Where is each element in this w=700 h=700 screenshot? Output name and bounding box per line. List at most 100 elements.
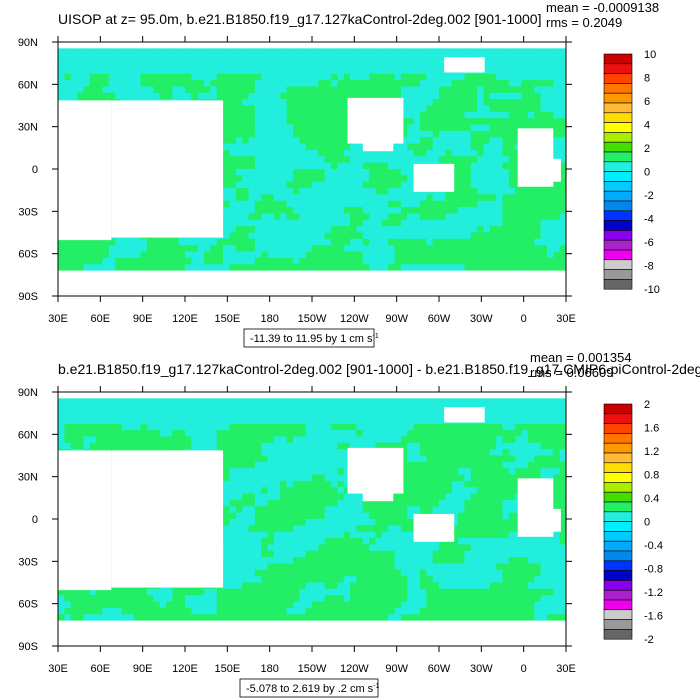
field-cell	[223, 213, 230, 221]
field-cell	[121, 257, 129, 265]
field-cell	[261, 499, 268, 507]
field-cell	[248, 423, 256, 431]
field-cell	[356, 531, 364, 539]
field-cell	[451, 531, 459, 539]
field-cell	[426, 436, 434, 444]
field-cell	[305, 442, 313, 450]
field-cell	[521, 417, 529, 425]
field-cell	[470, 257, 478, 265]
field-cell	[445, 86, 453, 94]
field-cell	[248, 162, 256, 170]
field-cell	[178, 245, 186, 252]
field-cell	[331, 487, 338, 494]
field-cell	[432, 194, 440, 202]
panel-1-range-box: -11.39 to 11.95 by 1 cm s-1	[243, 328, 379, 348]
field-cell	[407, 99, 414, 106]
field-cell	[489, 124, 497, 132]
field-cell	[527, 213, 535, 221]
field-cell	[235, 86, 243, 94]
field-cell	[273, 499, 281, 507]
field-cell	[331, 92, 338, 100]
field-cell	[299, 54, 307, 62]
field-cell	[248, 105, 256, 113]
field-cell	[407, 200, 414, 208]
field-cell	[96, 442, 103, 450]
field-cell	[419, 474, 427, 482]
field-cell	[254, 188, 262, 195]
field-cell	[470, 207, 478, 214]
field-cell	[267, 442, 275, 450]
field-cell	[235, 200, 243, 208]
field-cell	[229, 404, 237, 412]
field-cell	[426, 54, 434, 62]
field-cell	[515, 232, 522, 240]
field-cell	[489, 480, 497, 488]
field-cell	[153, 92, 160, 100]
field-cell	[400, 468, 408, 475]
field-cell	[502, 474, 510, 482]
field-cell	[559, 404, 567, 412]
field-cell	[261, 130, 268, 138]
field-cell	[369, 48, 376, 56]
field-cell	[343, 417, 351, 425]
field-cell	[280, 48, 287, 56]
field-cell	[178, 442, 186, 450]
field-cell	[477, 143, 484, 151]
field-cell	[331, 245, 338, 252]
field-cell	[413, 80, 421, 87]
field-cell	[439, 194, 446, 202]
field-cell	[356, 232, 364, 240]
field-cell	[248, 474, 256, 482]
field-cell	[273, 175, 281, 183]
field-cell	[559, 213, 567, 221]
field-cell	[102, 442, 110, 450]
field-cell	[299, 404, 307, 412]
field-cell	[381, 417, 389, 425]
field-cell	[489, 86, 497, 94]
field-cell	[407, 169, 414, 176]
field-cell	[299, 80, 307, 87]
field-cell	[458, 245, 465, 252]
field-cell	[178, 417, 186, 425]
field-cell	[267, 188, 275, 195]
field-cell	[407, 54, 414, 62]
field-cell	[375, 226, 383, 233]
field-cell	[521, 423, 529, 431]
field-cell	[229, 449, 237, 456]
field-cell	[464, 92, 472, 100]
field-cell	[356, 48, 364, 56]
field-cell	[267, 80, 275, 87]
field-cell	[534, 398, 541, 406]
field-cell	[312, 251, 319, 259]
field-cell	[496, 219, 503, 227]
field-cell	[559, 105, 567, 113]
field-cell	[464, 480, 472, 488]
field-cell	[324, 398, 332, 406]
field-cell	[318, 251, 326, 259]
field-cell	[140, 411, 148, 418]
field-cell	[223, 67, 230, 75]
field-cell	[407, 207, 414, 214]
field-cell	[464, 124, 472, 132]
field-cell	[318, 143, 326, 151]
field-cell	[502, 404, 510, 412]
field-cell	[369, 519, 376, 526]
field-cell	[197, 61, 205, 68]
field-cell	[318, 80, 326, 87]
field-cell	[102, 423, 110, 431]
field-cell	[502, 118, 510, 125]
field-cell	[451, 474, 459, 482]
field-cell	[191, 442, 199, 450]
field-cell	[261, 398, 268, 406]
field-cell	[229, 200, 237, 208]
field-cell	[286, 519, 294, 526]
field-cell	[292, 143, 300, 151]
field-cell	[229, 264, 237, 271]
field-cell	[115, 61, 122, 68]
field-cell	[515, 61, 522, 68]
field-cell	[337, 188, 345, 195]
field-cell	[273, 238, 281, 246]
field-cell	[115, 442, 122, 450]
field-cell	[146, 251, 154, 259]
field-cell	[477, 480, 484, 488]
